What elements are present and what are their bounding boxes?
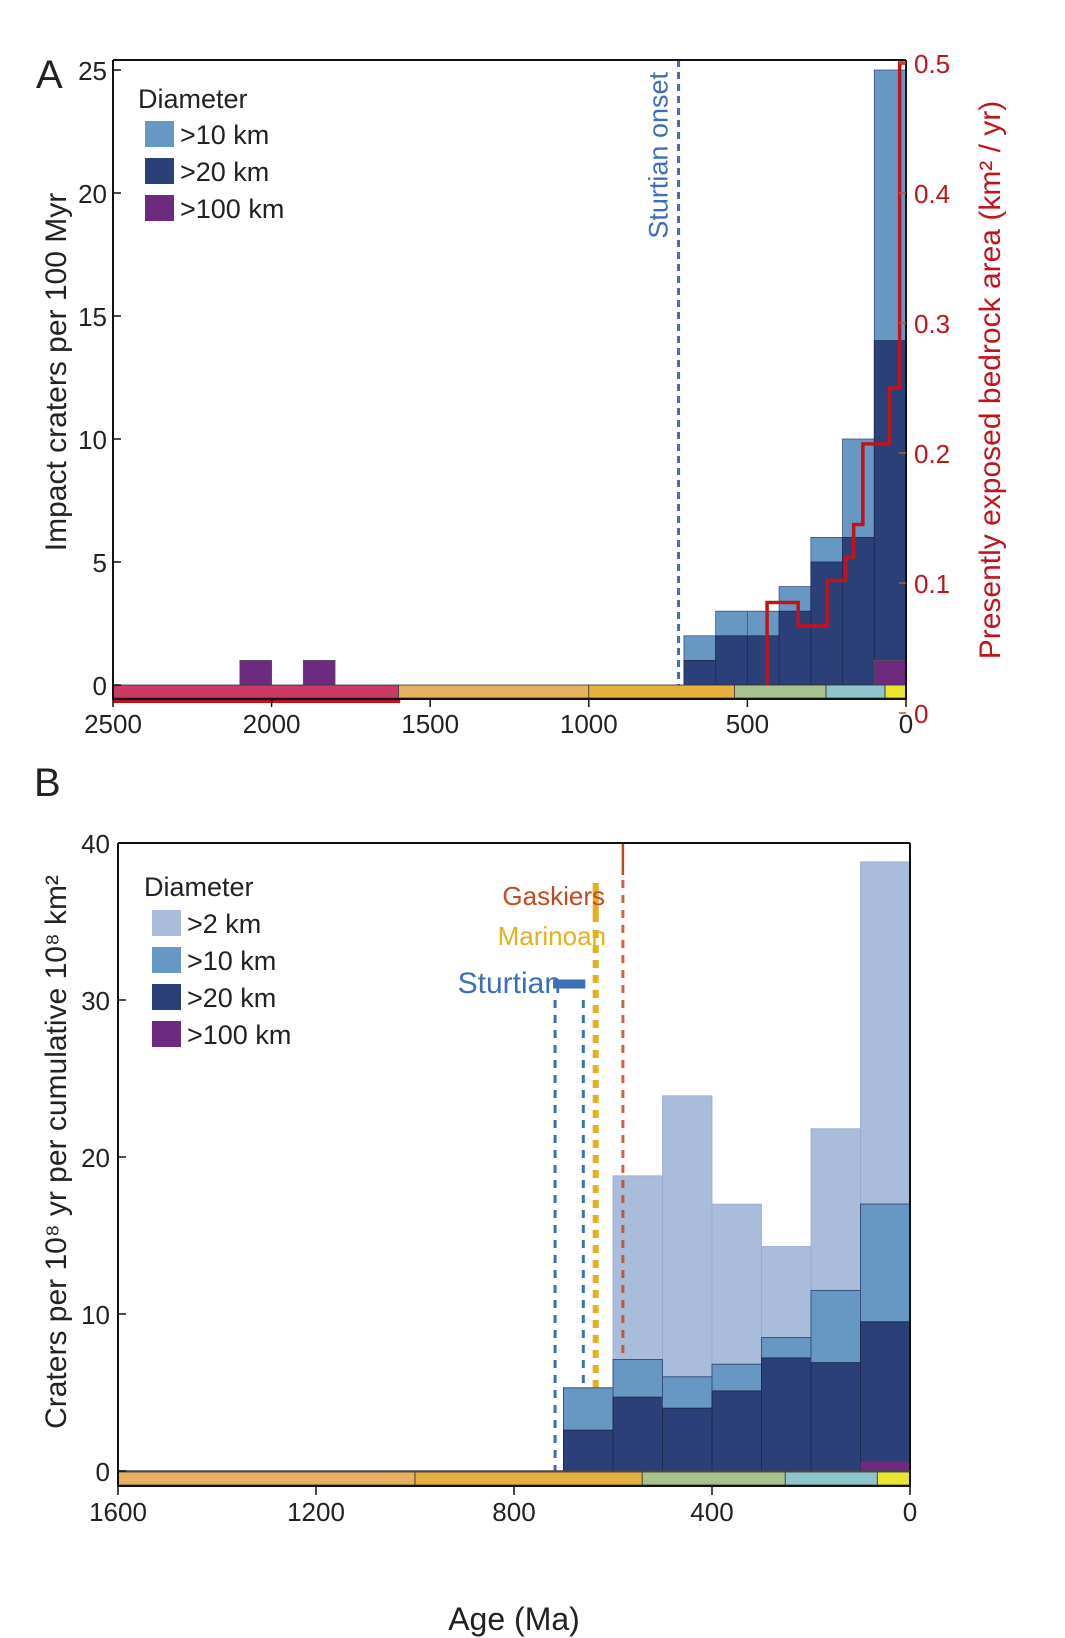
bar-gt20km — [683, 660, 717, 686]
legend-swatch — [152, 1021, 181, 1047]
legend-label: >20 km — [187, 983, 276, 1013]
legend-swatch — [152, 910, 181, 936]
x-tick-label: 0 — [899, 709, 913, 739]
y2-tick-label: 0.1 — [914, 569, 950, 599]
x-tick-label: 2000 — [243, 709, 301, 739]
y2-axis-label: Presently exposed bedrock area (km² / yr… — [974, 101, 1007, 660]
timescale-segment — [117, 1471, 416, 1486]
panel-a: A Sturtian onset 0 5 10 15 20 25 0 0.1 0.2 0.3 0.4 0.… — [36, 49, 1007, 739]
x-axis-label: Age (Ma) — [448, 1601, 580, 1637]
bar-gt20km — [662, 1407, 713, 1472]
y-tick-label: 20 — [78, 179, 107, 209]
panel-b: B Gaskiers Marinoan Sturtian 0 10 20 30 40 1600 12… — [34, 761, 917, 1637]
bar-gt100km — [860, 1461, 910, 1471]
legend-label: >2 km — [187, 909, 261, 939]
bar-gt20km — [860, 1321, 911, 1472]
legend-swatch — [152, 984, 181, 1010]
timescale-segment — [876, 1471, 911, 1486]
timescale-segment — [641, 1471, 786, 1486]
bar-gt20km — [612, 1396, 663, 1472]
legend-swatch — [145, 195, 174, 221]
x-tick-label: 500 — [726, 709, 769, 739]
panel-letter: B — [34, 761, 61, 805]
timescale-segment — [825, 684, 886, 699]
x-tick-label: 1500 — [401, 709, 459, 739]
bar-gt100km — [302, 660, 336, 686]
gaskiers-label: Gaskiers — [502, 881, 605, 911]
bar-gt20km — [810, 1362, 861, 1472]
y-tick-label: 0 — [93, 671, 107, 701]
y-tick-label: 40 — [81, 829, 110, 859]
y2-tick-label: 0.5 — [914, 49, 950, 79]
timescale-segment — [884, 684, 907, 699]
x-tick-label: 1600 — [89, 1497, 147, 1527]
bar-gt20km — [715, 635, 748, 686]
bar-gt20km — [761, 1357, 812, 1472]
bar-gt20km — [842, 537, 875, 686]
timescale-segment — [414, 1471, 643, 1486]
y-tick-label: 15 — [78, 302, 107, 332]
x-tick-label: 1000 — [560, 709, 618, 739]
timescale-segment — [398, 684, 590, 699]
y-tick-label: 10 — [81, 1300, 110, 1330]
y-axis-label: Impact craters per 100 Myr — [40, 193, 73, 551]
legend-label: >10 km — [180, 120, 269, 150]
x-tick-label: 2500 — [84, 709, 142, 739]
y-tick-label: 5 — [93, 548, 107, 578]
legend-title: Diameter — [144, 872, 254, 902]
bar-gt20km — [563, 1429, 614, 1472]
marinoan-label: Marinoan — [498, 921, 606, 951]
y-axis-label: Craters per 10⁸ yr per cumulative 10⁸ km… — [40, 875, 73, 1429]
legend-title: Diameter — [138, 84, 248, 114]
y2-tick-label: 0.3 — [914, 309, 950, 339]
timescale-segment — [112, 684, 399, 699]
bar-gt100km — [239, 660, 273, 686]
bar-gt100km — [873, 660, 907, 686]
y2-tick-label: 0.2 — [914, 439, 950, 469]
y-tick-label: 30 — [81, 986, 110, 1016]
panel-letter: A — [36, 53, 63, 97]
y-tick-label: 0 — [96, 1457, 110, 1487]
x-tick-label: 0 — [903, 1497, 917, 1527]
y2-tick-label: 0 — [914, 699, 928, 729]
x-tick-label: 400 — [690, 1497, 733, 1527]
timescale-segment — [588, 684, 735, 699]
legend-swatch — [145, 158, 174, 184]
legend-label: >20 km — [180, 157, 269, 187]
bar-gt20km — [711, 1390, 762, 1472]
x-tick-label: 800 — [492, 1497, 535, 1527]
legend-label: >100 km — [180, 194, 284, 224]
sturtian-onset-label: Sturtian onset — [644, 72, 674, 239]
legend-label: >100 km — [187, 1020, 291, 1050]
legend-swatch — [145, 121, 174, 147]
y-tick-label: 10 — [78, 425, 107, 455]
legend-label: >10 km — [187, 946, 276, 976]
y2-tick-label: 0.4 — [914, 179, 950, 209]
legend-swatch — [152, 947, 181, 973]
bar-gt20km — [747, 635, 780, 686]
sturtian-label: Sturtian — [458, 967, 561, 1000]
bar-gt20km — [778, 610, 812, 686]
timescale-segment — [733, 684, 827, 699]
y-tick-label: 25 — [78, 56, 107, 86]
x-tick-label: 1200 — [287, 1497, 345, 1527]
timescale-segment — [784, 1471, 878, 1486]
y-tick-label: 20 — [81, 1143, 110, 1173]
